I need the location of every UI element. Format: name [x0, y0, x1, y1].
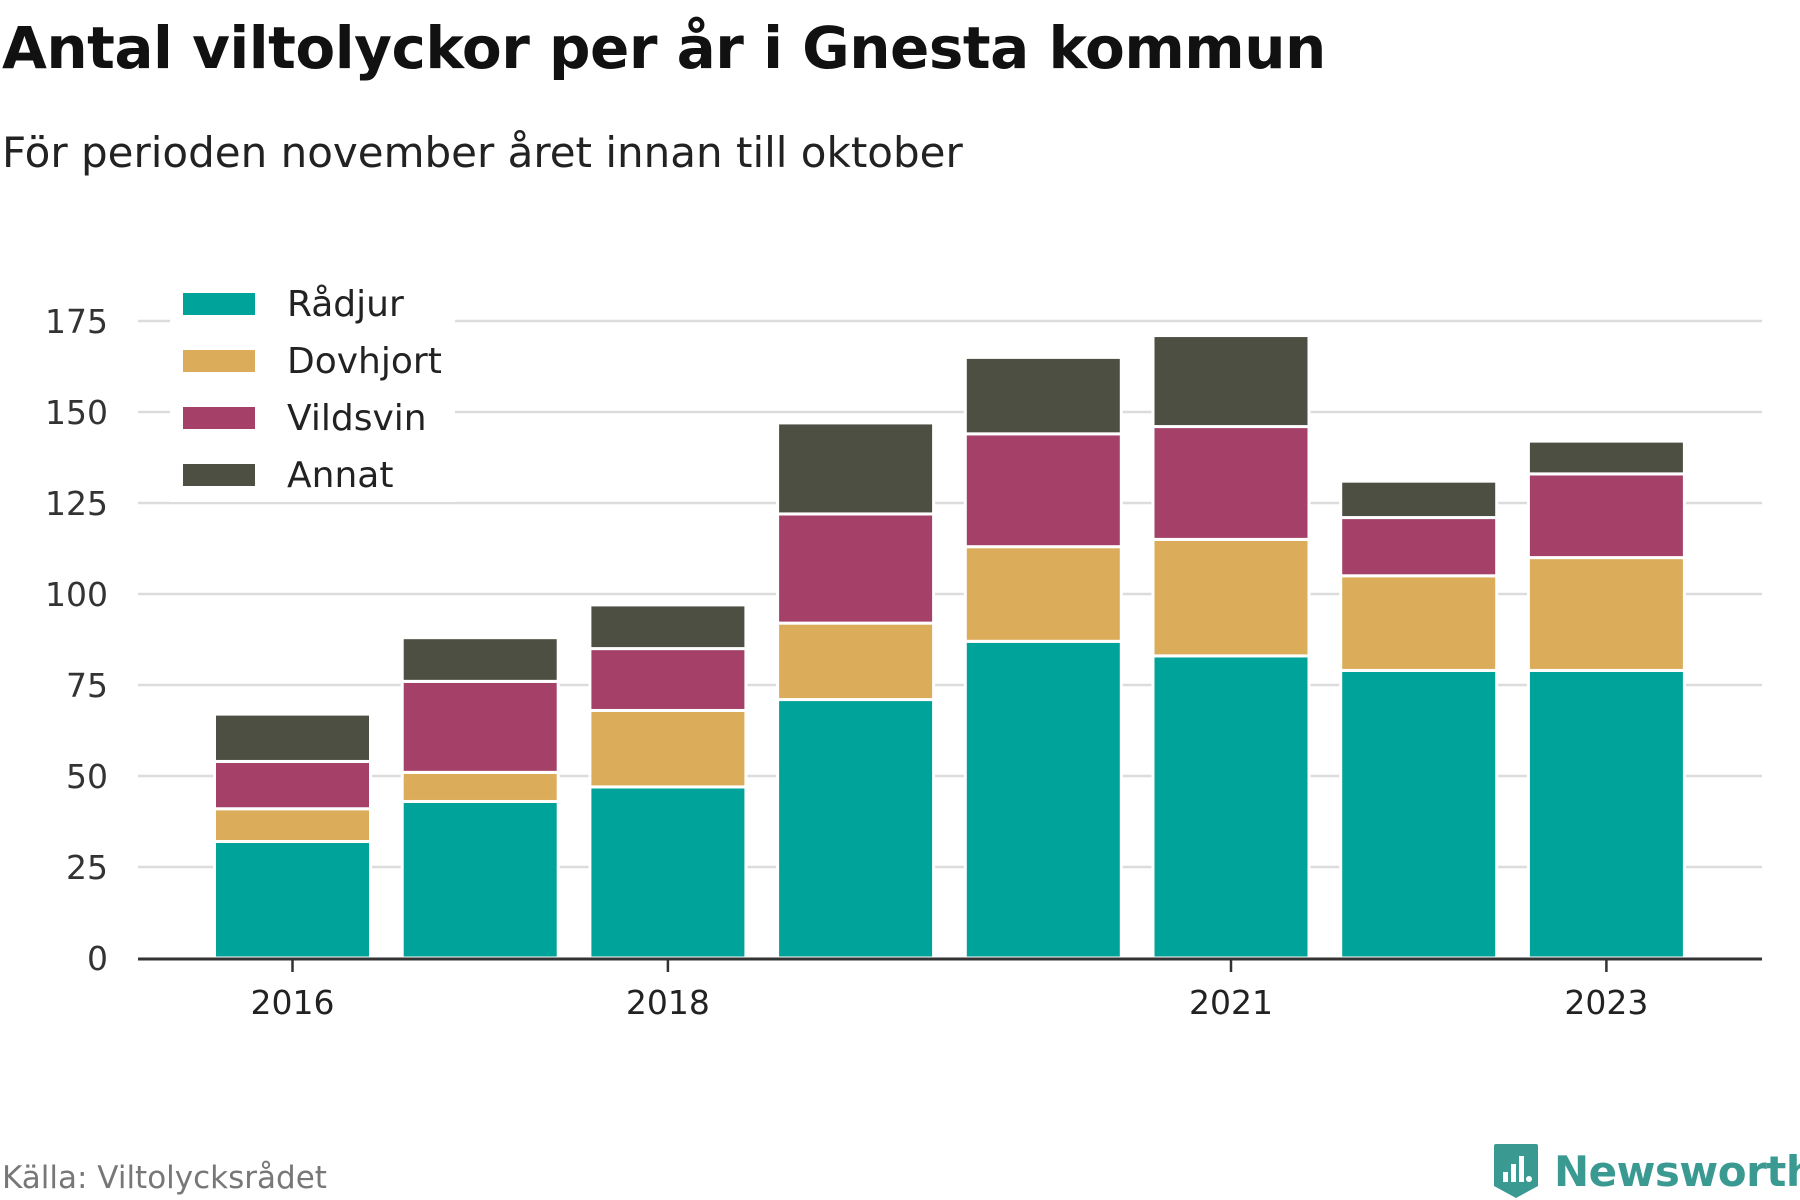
legend-swatch	[183, 464, 255, 486]
bar-stack	[588, 603, 748, 960]
x-axis: 2016 2018 2021 2023	[138, 957, 1762, 1022]
brand-name: Newsworthy	[1554, 1146, 1800, 1196]
legend-swatch	[183, 407, 255, 429]
legend-label: Dovhjort	[287, 341, 442, 382]
bar-segment	[1339, 479, 1499, 520]
bar-segment	[963, 545, 1123, 643]
x-tick-label: 2018	[626, 983, 710, 1022]
x-tick-label: 2021	[1189, 983, 1273, 1022]
brand-logo: Newsworthy	[1492, 1142, 1800, 1200]
bar-segment	[1151, 537, 1311, 658]
y-tick-label: 0	[87, 939, 108, 978]
legend-label: Rådjur	[287, 284, 404, 325]
bar-stack	[776, 421, 936, 960]
bar-stack	[1151, 334, 1311, 960]
bar-segment	[400, 636, 560, 683]
bar-stack	[1339, 479, 1499, 960]
y-tick-label: 25	[66, 848, 108, 887]
bar-stack	[213, 712, 372, 960]
x-tick-label: 2023	[1564, 983, 1648, 1022]
bar-segment	[776, 512, 936, 625]
bar-segment	[588, 785, 748, 960]
legend: Rådjur Dovhjort Vildsvin Annat	[170, 272, 455, 502]
bar-segment	[400, 799, 560, 960]
bar-segment	[400, 679, 560, 774]
bar-segment	[776, 698, 936, 960]
bar-segment	[776, 421, 936, 516]
bar-segment	[963, 639, 1123, 960]
bar-segment	[1339, 668, 1499, 960]
chart-title: Antal viltolyckor per år i Gnesta kommun	[2, 14, 1326, 82]
bar-segment	[1339, 574, 1499, 672]
y-tick-label: 150	[45, 393, 108, 432]
bar-segment	[213, 840, 372, 960]
legend-swatch	[183, 350, 255, 372]
y-tick-label: 75	[66, 666, 108, 705]
y-tick-label: 100	[45, 575, 108, 614]
bar-segment	[1526, 556, 1686, 672]
legend-label: Annat	[287, 455, 393, 496]
chart-subtitle: För perioden november året innan till ok…	[2, 128, 963, 177]
bar-segment	[213, 712, 372, 763]
bar-segment	[776, 621, 936, 702]
y-axis: 0 25 50 75 100 125 150 175	[45, 302, 108, 978]
bar-segment	[1151, 654, 1311, 960]
y-tick-label: 175	[45, 302, 108, 341]
bar-stack	[1526, 439, 1686, 960]
x-tick-label: 2016	[251, 983, 335, 1022]
newsworthy-icon	[1494, 1144, 1538, 1198]
bar-segment	[213, 807, 372, 844]
bar-segment	[1526, 472, 1686, 560]
bar-segment	[1526, 668, 1686, 960]
bar-segment	[213, 759, 372, 811]
bar-segment	[963, 355, 1123, 436]
bars	[213, 334, 1686, 960]
bar-segment	[588, 708, 748, 789]
source-note: Källa: Viltolycksrådet	[2, 1160, 327, 1196]
bar-segment	[1151, 425, 1311, 541]
bar-segment	[1339, 516, 1499, 578]
legend-swatch	[183, 293, 255, 315]
bar-stack	[400, 636, 560, 960]
bar-stack	[963, 355, 1123, 960]
bar-segment	[400, 770, 560, 803]
bar-segment	[588, 603, 748, 651]
legend-label: Vildsvin	[287, 398, 427, 439]
y-tick-label: 50	[66, 757, 108, 796]
bar-segment	[963, 432, 1123, 549]
bar-segment	[1526, 439, 1686, 476]
bar-segment	[1151, 334, 1311, 429]
y-tick-label: 125	[45, 484, 108, 523]
bar-segment	[588, 647, 748, 712]
